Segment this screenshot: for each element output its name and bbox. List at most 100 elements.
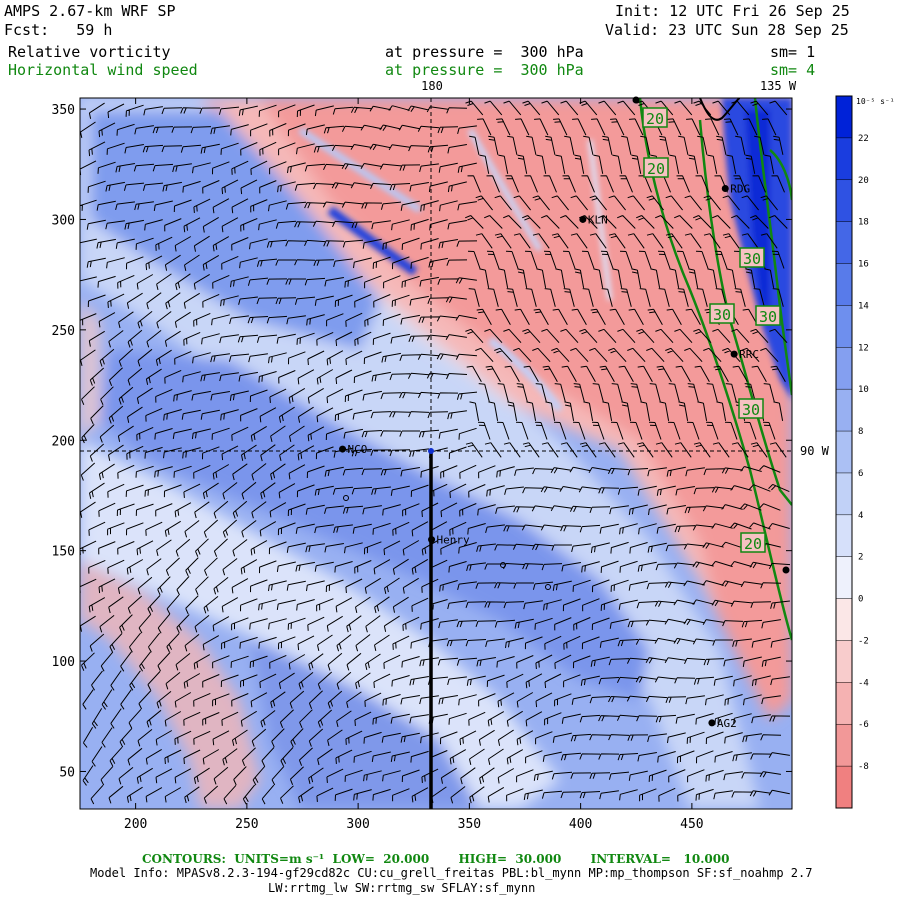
x-tick-label: 300 [346, 817, 369, 832]
colorbar-label: 4 [858, 511, 863, 521]
station-label: RRC [739, 348, 759, 361]
station-marker [632, 96, 640, 104]
colorbar-frame [835, 95, 853, 809]
contour-label-box [740, 532, 766, 553]
colorbar-label: 10 [858, 385, 869, 395]
colorbar-label: 2 [858, 553, 863, 563]
contour-label-box [709, 303, 735, 324]
meridian-label-135w: 135 W [760, 79, 797, 93]
meridian-label-90w: 90 W [800, 444, 830, 458]
colorbar-label: -4 [858, 678, 869, 688]
field1-name: Relative vorticity [8, 43, 171, 61]
station-marker [721, 185, 729, 193]
plot-frame [79, 97, 793, 810]
colorbar-swatch [836, 640, 852, 683]
station-marker [782, 566, 790, 574]
y-tick-label: 200 [52, 434, 75, 449]
contour-label: 20 [744, 535, 762, 553]
x-tick-label: 350 [458, 817, 481, 832]
forecast-hour: Fcst: 59 h [4, 21, 113, 39]
contour-label: 20 [647, 160, 665, 178]
contour-labels-layer: 20 20 30 30 30 30 20 [642, 107, 781, 553]
y-axis: 350 300 250 200 150 100 50 [52, 103, 792, 780]
contour-label-box [643, 157, 669, 178]
contour-label-box [642, 107, 668, 128]
colorbar-label: 8 [858, 427, 863, 437]
colorbar-swatch [836, 598, 852, 641]
station-label: NCO [348, 443, 368, 456]
contour-label-box [738, 398, 764, 419]
marker-circle [500, 562, 506, 568]
marker-circle [343, 495, 349, 501]
model-info-physics: LW:rrtmg_lw SW:rrtmg_sw SFLAY:sf_mynn [268, 881, 536, 895]
colorbar-swatch [836, 514, 852, 558]
marker-circle [545, 584, 551, 590]
station-label: RDG [730, 183, 750, 196]
station-marker [708, 719, 716, 727]
colorbar-label: 20 [858, 176, 869, 186]
contour-label: 30 [743, 250, 761, 268]
station-marker [428, 536, 436, 544]
colorbar-swatch [836, 724, 852, 767]
y-tick-label: 300 [52, 213, 75, 228]
x-axis: 200 250 300 350 400 450 [124, 98, 704, 832]
field2-smoothing: sm= 4 [770, 61, 816, 79]
contour-label: 30 [713, 306, 731, 324]
field2-name: Horizontal wind speed [8, 61, 198, 79]
colorbar-label: -2 [858, 636, 869, 646]
station-marker [579, 215, 587, 223]
colorbar-swatch [836, 472, 852, 516]
meridian-label-180: 180 [421, 79, 443, 93]
y-tick-label: 100 [52, 655, 75, 670]
y-tick-label: 50 [59, 765, 75, 780]
station-marker [339, 445, 347, 453]
vorticity-shading [80, 98, 792, 809]
station-marker [730, 350, 738, 358]
station-label: AG2 [717, 717, 737, 730]
colorbar-swatch [836, 389, 852, 432]
colorbar-swatch [836, 682, 852, 725]
colorbar-label: 18 [858, 218, 869, 228]
y-tick-label: 150 [52, 545, 75, 560]
model-title: AMPS 2.67-km WRF SP [4, 2, 176, 20]
contour-label: 30 [742, 401, 760, 419]
colorbar-swatch [836, 221, 852, 265]
colorbar-label: 14 [858, 301, 869, 311]
colorbar-label: 0 [858, 595, 863, 605]
colorbar-swatch [836, 431, 852, 474]
wind-barbs [80, 100, 791, 805]
colorbar-swatch [836, 179, 852, 223]
colorbar-label: 6 [858, 469, 863, 479]
colorbar-swatch [836, 347, 852, 390]
colorbar-unit: 10⁻⁵ s⁻¹ [856, 97, 895, 106]
colorbar-swatch [836, 305, 852, 348]
station-label: KLN [588, 213, 608, 226]
contour-label-box [755, 305, 781, 326]
x-tick-label: 200 [124, 817, 147, 832]
field1-pressure: at pressure = 300 hPa [385, 43, 584, 61]
x-tick-label: 400 [569, 817, 592, 832]
station-label: Henry [437, 534, 470, 547]
colorbar-label: 22 [858, 134, 869, 144]
colorbar-label: -8 [858, 762, 869, 772]
y-tick-label: 250 [52, 324, 75, 339]
contour-label-box [739, 247, 765, 268]
model-info: Model Info: MPASv8.2.3-194-gf29cd82c CU:… [90, 866, 813, 880]
x-tick-label: 450 [680, 817, 703, 832]
contours-info: CONTOURS: UNITS=m s⁻¹ LOW= 20.000 HIGH= … [142, 852, 730, 866]
wind-barb-glyphs [80, 100, 791, 805]
colorbar-label: -6 [858, 720, 869, 730]
cross-section-end [428, 448, 434, 454]
stations-layer: NCO Henry KLN RDG RRC AG2 [339, 96, 790, 730]
field2-pressure: at pressure = 300 hPa [385, 61, 584, 79]
y-tick-label: 350 [52, 103, 75, 118]
colorbar-label: 12 [858, 343, 869, 353]
colorbar-swatch [836, 556, 852, 600]
colorbar-swatch [836, 766, 852, 809]
colorbar-swatch [836, 96, 852, 139]
field1-smoothing: sm= 1 [770, 43, 816, 61]
colorbar-swatch [836, 137, 852, 181]
valid-time: Valid: 23 UTC Sun 28 Sep 25 [605, 21, 849, 39]
